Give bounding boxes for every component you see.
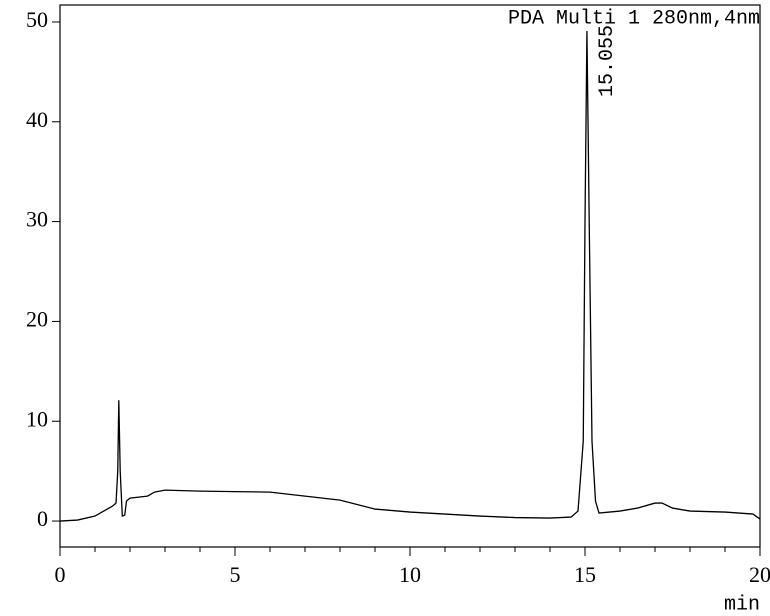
x-tick-label: 15 (574, 562, 596, 587)
y-tick-label: 10 (26, 406, 48, 431)
x-tick-label: 10 (399, 562, 421, 587)
x-tick-label: 0 (55, 562, 66, 587)
x-axis-label: min (724, 593, 760, 616)
x-tick-label: 20 (749, 562, 770, 587)
peak-label: 15.055 (596, 25, 619, 97)
chromatogram-line (59, 30, 761, 522)
y-tick-label: 0 (37, 506, 48, 531)
chart-title: PDA Multi 1 280nm,4nm (508, 7, 760, 30)
y-tick-label: 20 (26, 306, 48, 331)
plot-frame (59, 4, 761, 548)
x-tick-label: 5 (230, 562, 241, 587)
y-tick-label: 50 (26, 7, 48, 32)
y-tick-label: 30 (26, 207, 48, 232)
y-tick-label: 40 (26, 107, 48, 132)
